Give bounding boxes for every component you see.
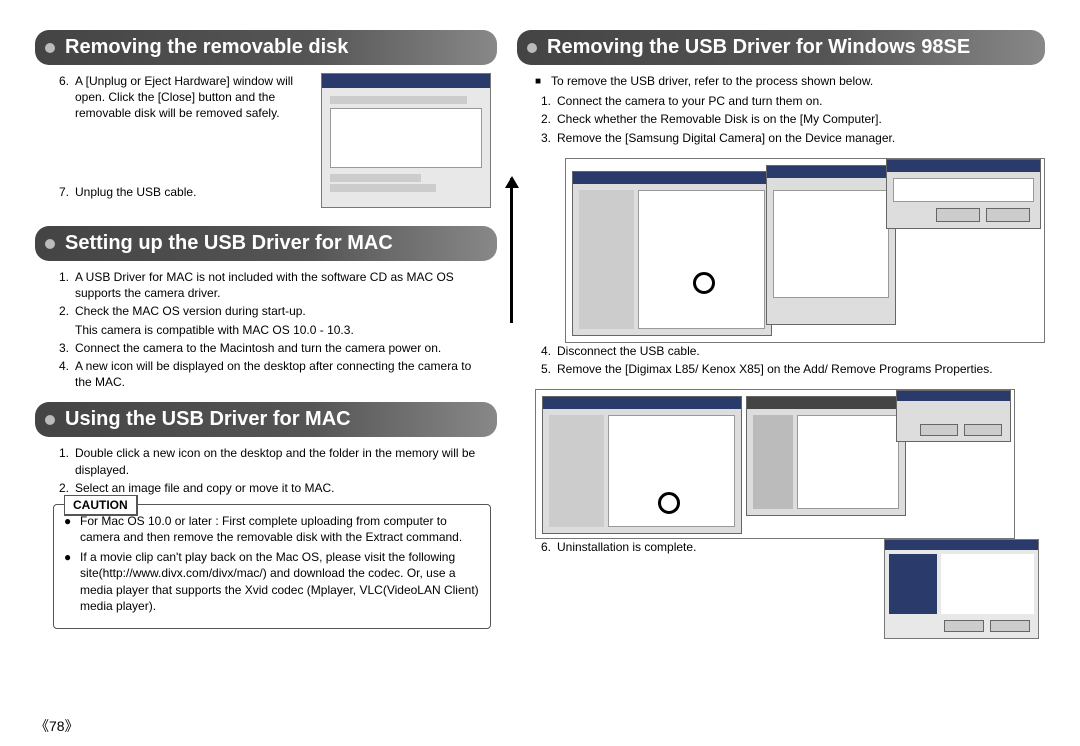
section-header-remove-98se: Removing the USB Driver for Windows 98SE bbox=[517, 30, 1045, 65]
step-num: 2. bbox=[53, 303, 69, 319]
arrow-up-icon bbox=[510, 178, 528, 323]
step-text: A new icon will be displayed on the desk… bbox=[75, 358, 491, 390]
step-num: 4. bbox=[535, 343, 551, 359]
section-body-setup-mac: 1.A USB Driver for MAC is not included w… bbox=[35, 269, 497, 402]
step-num: 6. bbox=[53, 73, 69, 122]
right-column: Removing the USB Driver for Windows 98SE… bbox=[517, 30, 1045, 736]
step-subtext: This camera is compatible with MAC OS 10… bbox=[75, 322, 491, 338]
caution-text: For Mac OS 10.0 or later : First complet… bbox=[80, 513, 480, 545]
step-num: 6. bbox=[535, 539, 551, 555]
caution-label: CAUTION bbox=[64, 495, 138, 516]
step-text: Check the MAC OS version during start-up… bbox=[75, 303, 491, 319]
step-text: Connect the camera to the Macintosh and … bbox=[75, 340, 491, 356]
step-text: Remove the [Samsung Digital Camera] on t… bbox=[557, 130, 1039, 146]
caution-box: CAUTION ●For Mac OS 10.0 or later : Firs… bbox=[53, 504, 491, 629]
step-num: 2. bbox=[535, 111, 551, 127]
left-column: Removing the removable disk 6.A [Unplug … bbox=[35, 30, 497, 736]
section-body-removing-disk: 6.A [Unplug or Eject Hardware] window wi… bbox=[35, 73, 497, 226]
screenshot-uninstall-complete bbox=[884, 539, 1039, 639]
intro-text: To remove the USB driver, refer to the p… bbox=[551, 73, 1039, 89]
square-bullet-icon: ■ bbox=[535, 73, 545, 89]
step-text: A USB Driver for MAC is not included wit… bbox=[75, 269, 491, 301]
section-header-setup-mac: Setting up the USB Driver for MAC bbox=[35, 226, 497, 261]
bullet-icon: ● bbox=[64, 513, 74, 545]
step-text: Remove the [Digimax L85/ Kenox X85] on t… bbox=[557, 361, 1039, 377]
step-text: Uninstallation is complete. bbox=[557, 539, 872, 555]
step-text: A [Unplug or Eject Hardware] window will… bbox=[75, 73, 311, 122]
step-num: 1. bbox=[53, 445, 69, 477]
step-text: Unplug the USB cable. bbox=[75, 184, 311, 200]
step-text: Check whether the Removable Disk is on t… bbox=[557, 111, 1039, 127]
step-num: 1. bbox=[53, 269, 69, 301]
section-header-using-mac: Using the USB Driver for MAC bbox=[35, 402, 497, 437]
step-text: Double click a new icon on the desktop a… bbox=[75, 445, 491, 477]
step-text: Connect the camera to your PC and turn t… bbox=[557, 93, 1039, 109]
caution-text: If a movie clip can't play back on the M… bbox=[80, 549, 480, 614]
step-num: 2. bbox=[53, 480, 69, 496]
screenshot-add-remove bbox=[535, 389, 1015, 539]
step-num: 1. bbox=[535, 93, 551, 109]
page-number: 《78》 bbox=[35, 716, 497, 736]
step-num: 3. bbox=[535, 130, 551, 146]
step-text: Disconnect the USB cable. bbox=[557, 343, 1039, 359]
screenshot-eject-hardware bbox=[321, 73, 491, 208]
section-body-using-mac: 1.Double click a new icon on the desktop… bbox=[35, 445, 497, 639]
section-header-removing-disk: Removing the removable disk bbox=[35, 30, 497, 65]
step-text: Select an image file and copy or move it… bbox=[75, 480, 491, 496]
bullet-icon: ● bbox=[64, 549, 74, 614]
step-num: 4. bbox=[53, 358, 69, 390]
step-num: 7. bbox=[53, 184, 69, 200]
screenshot-device-manager bbox=[565, 158, 1045, 343]
step-num: 3. bbox=[53, 340, 69, 356]
step-num: 5. bbox=[535, 361, 551, 377]
section-body-remove-98se: ■ To remove the USB driver, refer to the … bbox=[517, 73, 1045, 158]
